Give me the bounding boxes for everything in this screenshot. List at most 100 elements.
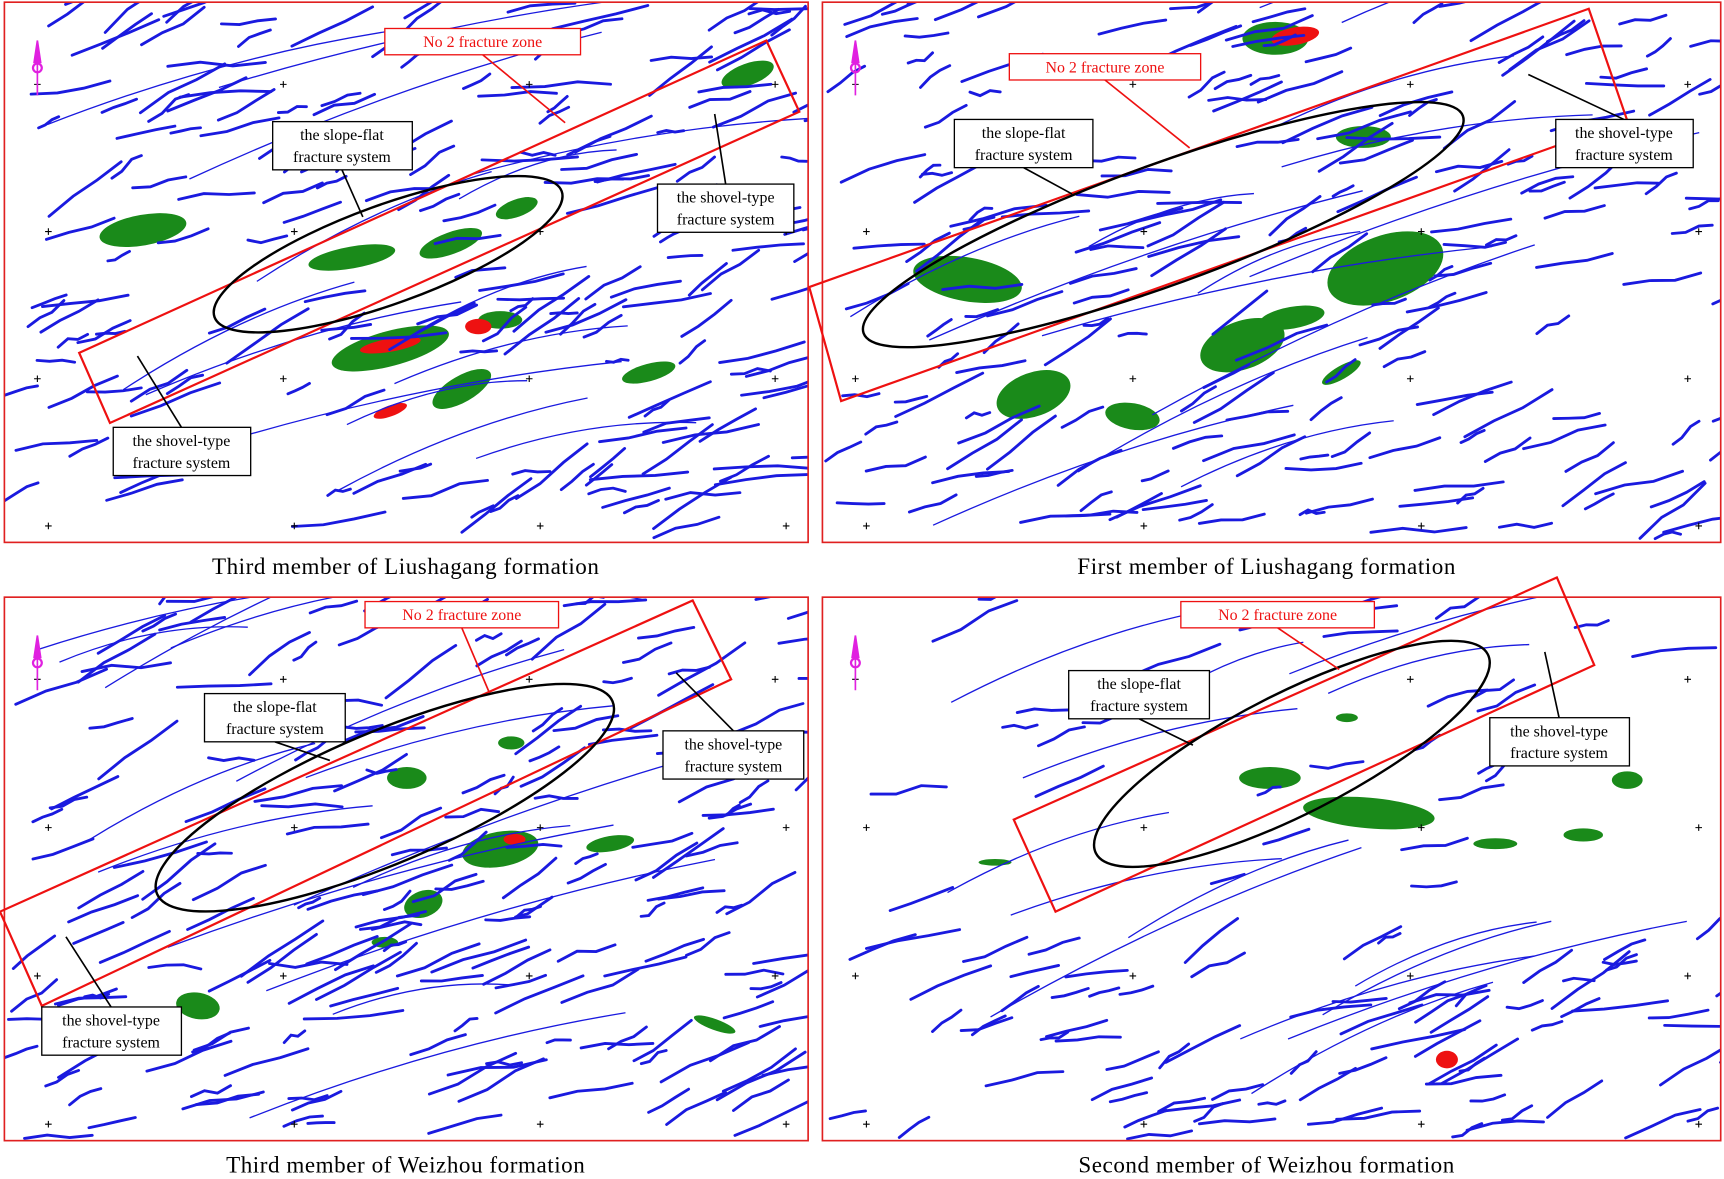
- fault: [1585, 81, 1666, 88]
- map-content: [4, 597, 809, 1140]
- fault: [401, 2, 443, 35]
- fault: [1075, 189, 1171, 199]
- fault: [1197, 512, 1266, 525]
- fault: [733, 1100, 809, 1137]
- fault: [329, 986, 400, 1008]
- fault: [1331, 184, 1355, 198]
- fault-trace: [170, 597, 337, 649]
- fracture-area: [1563, 828, 1604, 842]
- fault: [913, 162, 983, 204]
- fault: [968, 206, 994, 222]
- fault: [70, 18, 161, 57]
- fault: [475, 639, 523, 668]
- callout-box: [662, 730, 805, 780]
- fault: [1594, 469, 1684, 496]
- fault: [1330, 431, 1372, 459]
- fault: [923, 103, 968, 129]
- fault: [101, 12, 153, 50]
- fault: [1647, 1008, 1710, 1020]
- fault: [666, 253, 704, 260]
- fault: [1552, 411, 1601, 420]
- fault: [556, 943, 617, 963]
- grid-cross: [1417, 1120, 1425, 1128]
- fault: [35, 358, 77, 364]
- fault: [509, 297, 535, 313]
- panel-frame: [821, 596, 1722, 1142]
- fault: [434, 879, 485, 891]
- fault: [56, 987, 118, 1007]
- fault: [505, 843, 563, 849]
- fault: [770, 4, 807, 37]
- fault: [959, 1016, 1014, 1032]
- fault: [98, 929, 171, 964]
- fault: [80, 661, 172, 673]
- fault: [700, 248, 761, 292]
- fault: [1497, 35, 1545, 64]
- fault: [957, 404, 1041, 445]
- fault: [248, 631, 311, 677]
- fault: [419, 973, 484, 983]
- fault: [1414, 993, 1466, 1024]
- fault: [906, 51, 935, 65]
- fault: [698, 407, 757, 443]
- panel-caption: Third member of Liushagang formation: [212, 553, 600, 579]
- fault-trace: [145, 301, 462, 396]
- fault: [1465, 1119, 1545, 1132]
- fault-trace: [1197, 230, 1361, 294]
- fault: [845, 17, 919, 39]
- callout-pointer: [136, 355, 183, 428]
- fault: [1311, 232, 1369, 274]
- fault: [207, 307, 267, 335]
- fault: [1108, 1091, 1149, 1104]
- fault: [1500, 1104, 1534, 1122]
- grid-cross: [525, 81, 533, 88]
- fault: [1408, 988, 1491, 1005]
- fault: [37, 115, 61, 130]
- fault: [639, 901, 666, 918]
- fault: [1338, 1056, 1388, 1075]
- fault: [1505, 999, 1544, 1011]
- fault: [1698, 84, 1721, 96]
- fracture-area: [1200, 317, 1285, 373]
- fault: [186, 896, 255, 931]
- grid-cross: [771, 676, 779, 683]
- fault: [544, 298, 628, 334]
- fault: [129, 381, 222, 418]
- fault: [390, 846, 448, 857]
- callout-label: fracture system: [133, 455, 231, 472]
- fault: [166, 60, 267, 68]
- fault: [566, 862, 607, 885]
- fault: [444, 807, 501, 819]
- fault: [141, 612, 178, 633]
- fault: [605, 357, 630, 364]
- fault-trace: [256, 170, 492, 282]
- fault: [276, 105, 308, 114]
- fault: [1603, 938, 1647, 961]
- fault: [780, 155, 809, 163]
- fault: [514, 704, 583, 756]
- callout-pointer: [1023, 166, 1073, 195]
- fault: [1118, 984, 1155, 996]
- grid-cross: [1417, 824, 1425, 831]
- fault: [926, 318, 953, 338]
- fault: [4, 481, 40, 503]
- fault: [47, 160, 123, 218]
- fault: [506, 2, 577, 14]
- grid-cross: [290, 824, 298, 831]
- fault: [1056, 448, 1123, 487]
- fault: [68, 436, 110, 458]
- fault: [1108, 484, 1202, 522]
- fault: [1483, 436, 1532, 463]
- fault: [1433, 261, 1493, 278]
- fault: [1659, 1048, 1721, 1087]
- callout-label: the shovel-type: [133, 433, 231, 450]
- fault: [647, 1087, 691, 1114]
- fault: [1653, 530, 1682, 541]
- fault: [1528, 180, 1566, 193]
- fault-trace: [394, 325, 628, 385]
- callout-box: [1180, 600, 1376, 629]
- fault: [794, 776, 809, 792]
- fault-trace: [1240, 955, 1535, 1040]
- callout-label: No 2 fracture zone: [1218, 607, 1337, 624]
- fault: [744, 356, 809, 378]
